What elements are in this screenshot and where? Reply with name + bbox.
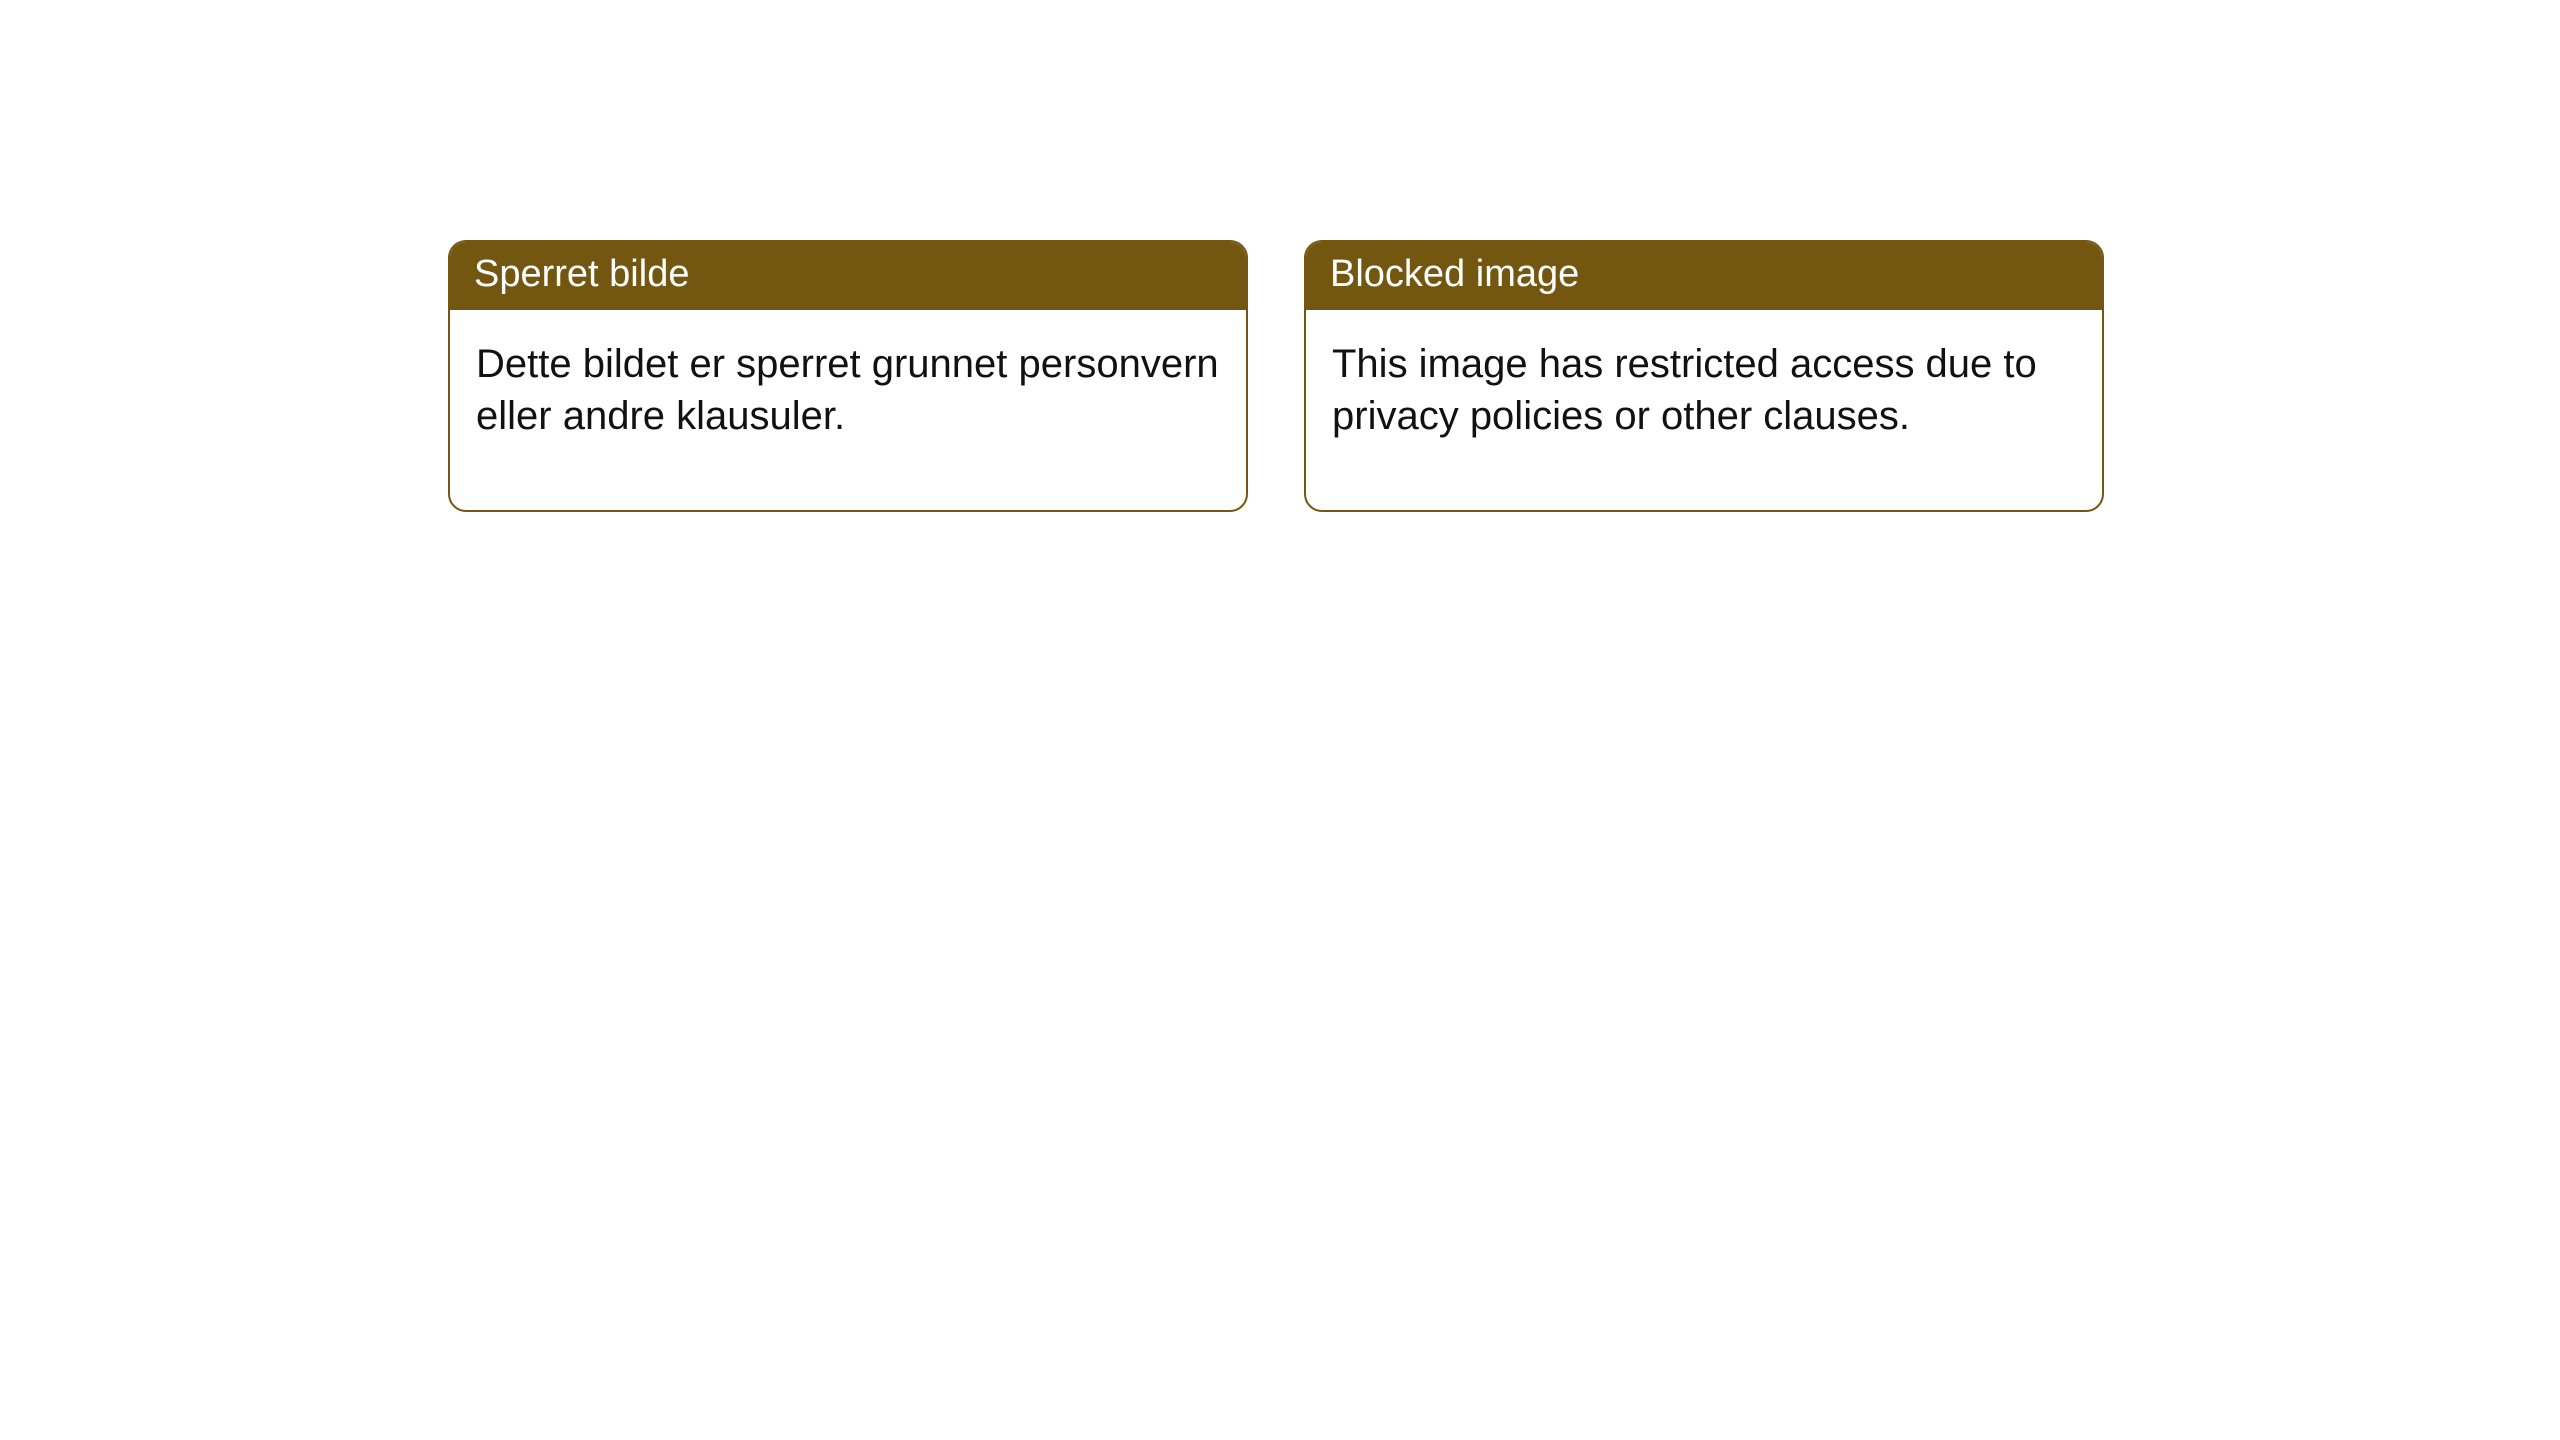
card-body-en: This image has restricted access due to … (1306, 310, 2102, 510)
blocked-image-card-en: Blocked image This image has restricted … (1304, 240, 2104, 512)
card-title-no: Sperret bilde (450, 242, 1246, 310)
card-body-no: Dette bildet er sperret grunnet personve… (450, 310, 1246, 510)
blocked-image-card-no: Sperret bilde Dette bildet er sperret gr… (448, 240, 1248, 512)
card-title-en: Blocked image (1306, 242, 2102, 310)
notice-cards-row: Sperret bilde Dette bildet er sperret gr… (0, 0, 2560, 512)
